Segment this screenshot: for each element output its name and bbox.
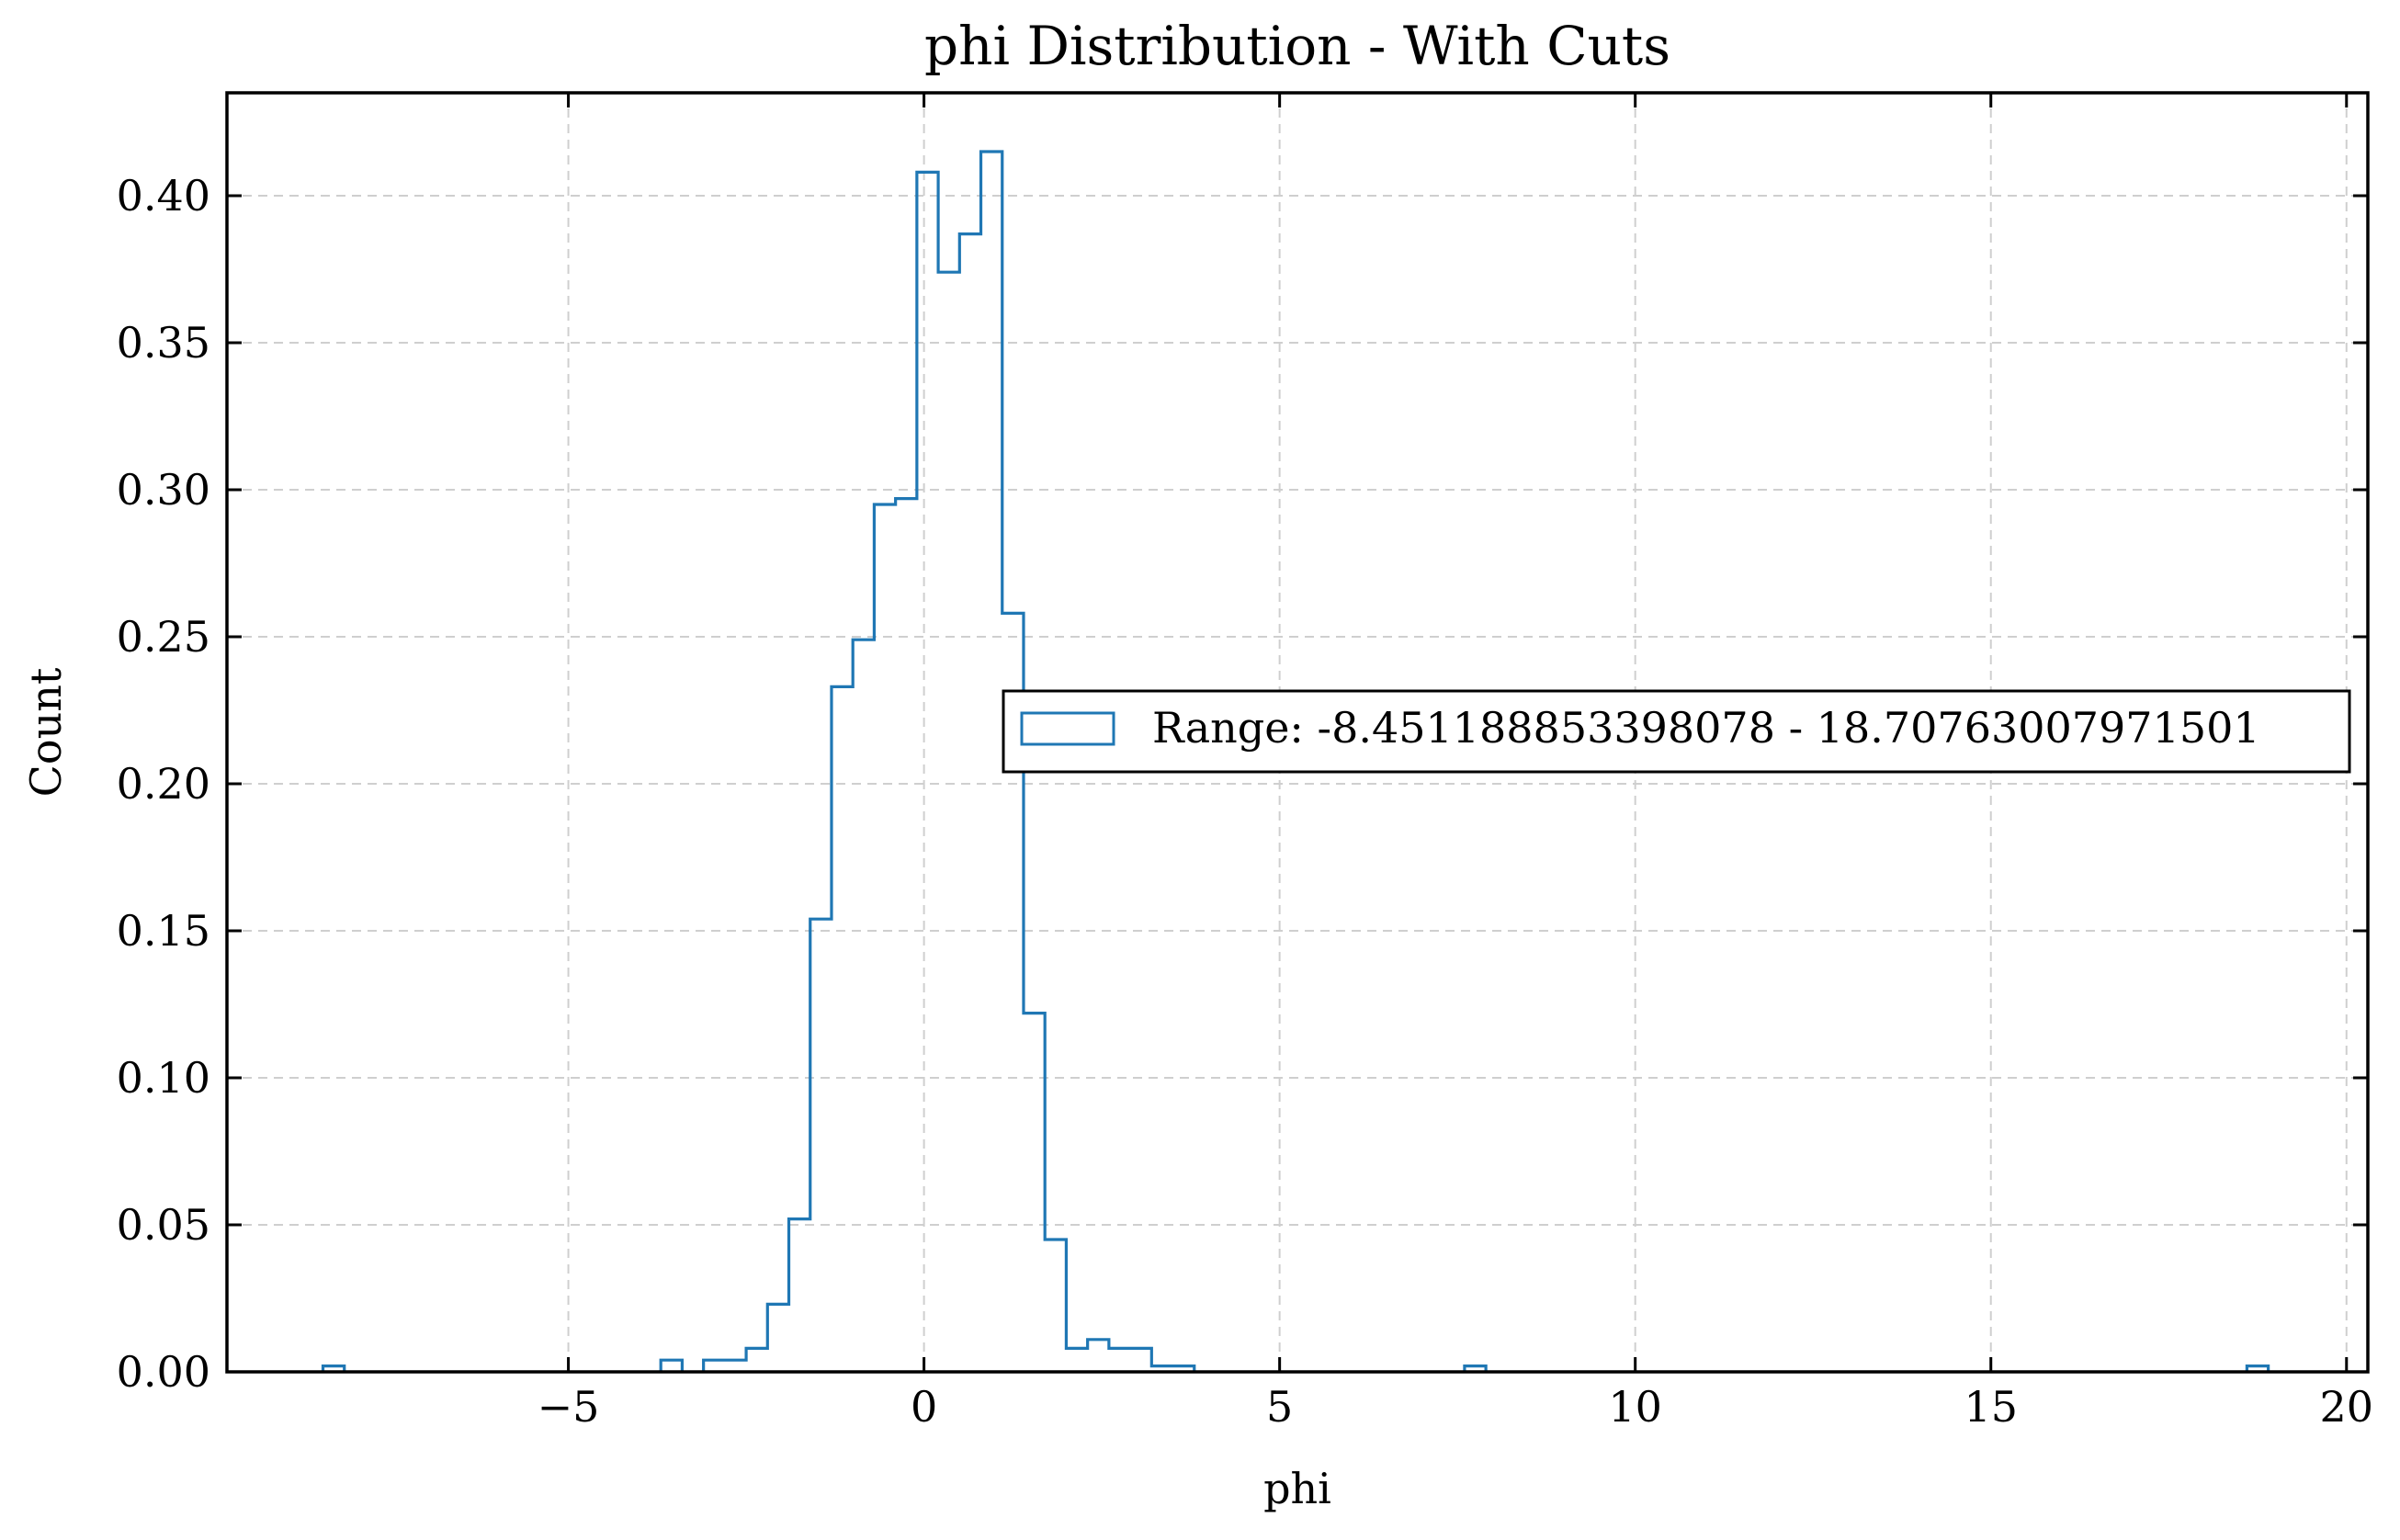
histogram-bin: [917, 172, 938, 1372]
legend-entry-label: Range: -8.451188853398078 - 18.707630079…: [1152, 703, 2260, 753]
axes: [225, 91, 2370, 1374]
y-tick-label: 0.20: [117, 759, 210, 809]
y-tick-label: 0.00: [117, 1347, 210, 1397]
histogram-outline: [659, 1358, 685, 1372]
histogram-bin: [1066, 1348, 1087, 1372]
histogram-bin: [746, 1348, 767, 1372]
ticks: −5 0 5 10 15 20 0.00 0.05 0.10 0.15 0.20 0.25 0.30 0.…: [117, 93, 2373, 1432]
histogram-bin: [789, 1219, 810, 1372]
histogram-series: [321, 150, 2270, 1372]
histogram-bin: [981, 152, 1002, 1372]
x-axis-label: phi: [1263, 1464, 1331, 1513]
y-tick-label: 0.30: [117, 465, 210, 515]
legend-swatch: [1020, 711, 1115, 746]
histogram-bin: [938, 272, 959, 1372]
x-tick-label: 5: [1266, 1382, 1293, 1432]
histogram-bin: [767, 1304, 788, 1372]
x-tick-label: 15: [1964, 1382, 2018, 1432]
histogram-bin: [1045, 1240, 1066, 1372]
histogram-outline: [1463, 1364, 1488, 1372]
histogram-bin: [1109, 1348, 1151, 1372]
histogram-bin: [832, 686, 853, 1372]
y-tick-label: 0.05: [117, 1200, 210, 1250]
histogram-bin: [704, 1360, 746, 1372]
histogram-bin: [1088, 1340, 1109, 1372]
histogram-bin: [874, 504, 895, 1372]
histogram-bin: [853, 640, 874, 1372]
plot-frame: [225, 91, 2370, 1374]
histogram-bin: [896, 499, 917, 1372]
histogram-outline: [2245, 1364, 2270, 1372]
y-tick-label: 0.10: [117, 1053, 210, 1103]
y-tick-label: 0.40: [117, 171, 210, 221]
histogram-bin: [661, 1360, 682, 1372]
legend: Range: -8.451188853398078 - 18.707630079…: [1002, 689, 2351, 774]
histogram-bin: [959, 234, 980, 1372]
y-axis-label: Count: [21, 667, 71, 797]
y-tick-label: 0.15: [117, 906, 210, 956]
legend-frame: [1002, 689, 2351, 774]
histogram-bin: [810, 919, 832, 1372]
histogram-bin: [1024, 1013, 1045, 1372]
y-tick-label: 0.35: [117, 318, 210, 368]
x-tick-label: 20: [2320, 1382, 2374, 1432]
x-tick-label: 0: [911, 1382, 937, 1432]
y-tick-label: 0.25: [117, 612, 210, 662]
histogram-outline: [321, 1364, 346, 1372]
x-tick-label: −5: [538, 1382, 600, 1432]
x-tick-label: 10: [1608, 1382, 1662, 1432]
chart-title: phi Distribution - With Cuts: [924, 15, 1670, 77]
histogram-outline: [702, 150, 1196, 1372]
